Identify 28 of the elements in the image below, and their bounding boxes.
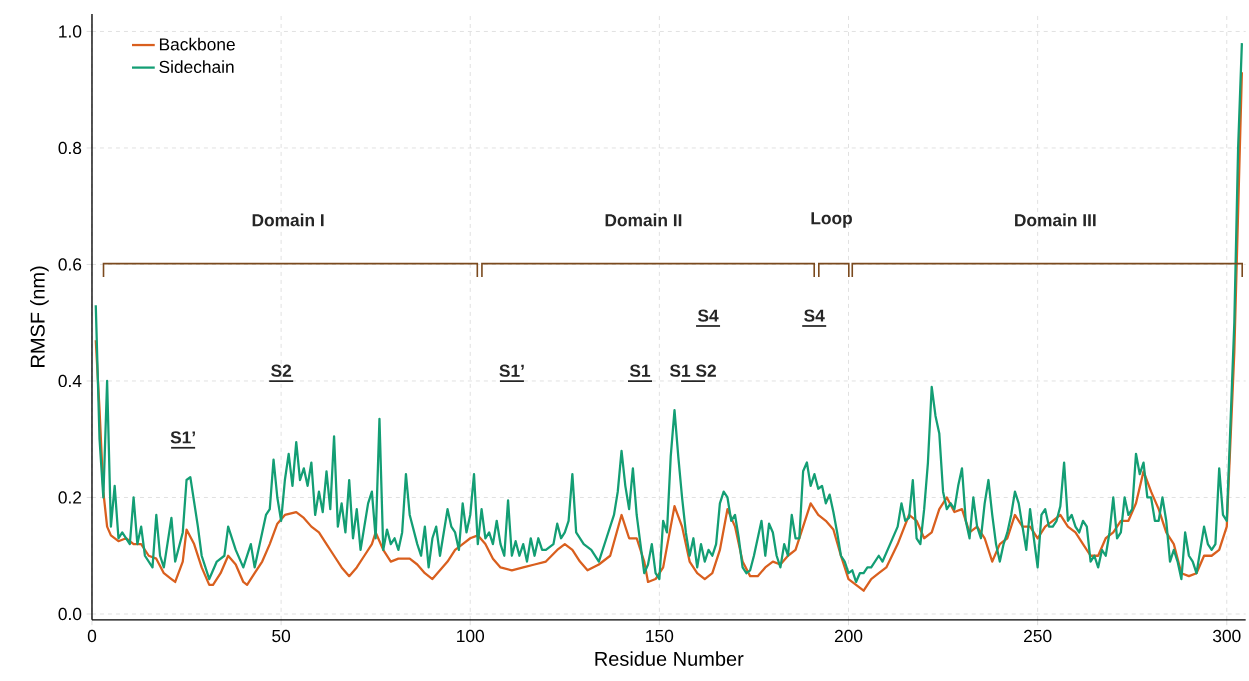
annotation: Domain I: [252, 213, 324, 227]
annotation: Domain II: [605, 213, 682, 227]
annotation: S1’: [499, 364, 524, 377]
x-tick-label: 100: [457, 629, 485, 643]
y-tick-label: 0.2: [58, 491, 82, 504]
annotation: S2: [271, 364, 292, 377]
x-tick-label: 250: [1024, 629, 1052, 643]
y-tick-label: 0.6: [58, 258, 82, 271]
x-tick-label: 50: [272, 629, 291, 643]
annotation: S4: [697, 309, 719, 322]
x-tick-label: 200: [834, 629, 863, 643]
x-tick-label: 300: [1212, 629, 1241, 643]
y-tick-label: 0.4: [58, 374, 82, 388]
y-tick-label: 0.0: [58, 607, 82, 621]
annotation: S1 S2: [669, 364, 716, 377]
y-tick-label: 0.8: [58, 141, 82, 155]
y-axis-title: RMSF (nm): [30, 266, 49, 367]
x-tick-label: 150: [646, 629, 674, 643]
annotation: S1: [629, 364, 651, 377]
x-tick-label: 0: [87, 629, 97, 643]
x-axis-title: Residue Number: [595, 651, 744, 666]
annotation: Domain III: [1015, 213, 1096, 227]
annotation: S4: [804, 309, 825, 322]
legend-label: Backbone: [159, 37, 235, 51]
annotation: S1’: [170, 431, 195, 444]
y-tick-label: 1.0: [59, 25, 82, 38]
annotation: Loop: [811, 212, 852, 228]
legend-label: Sidechain: [159, 60, 234, 73]
